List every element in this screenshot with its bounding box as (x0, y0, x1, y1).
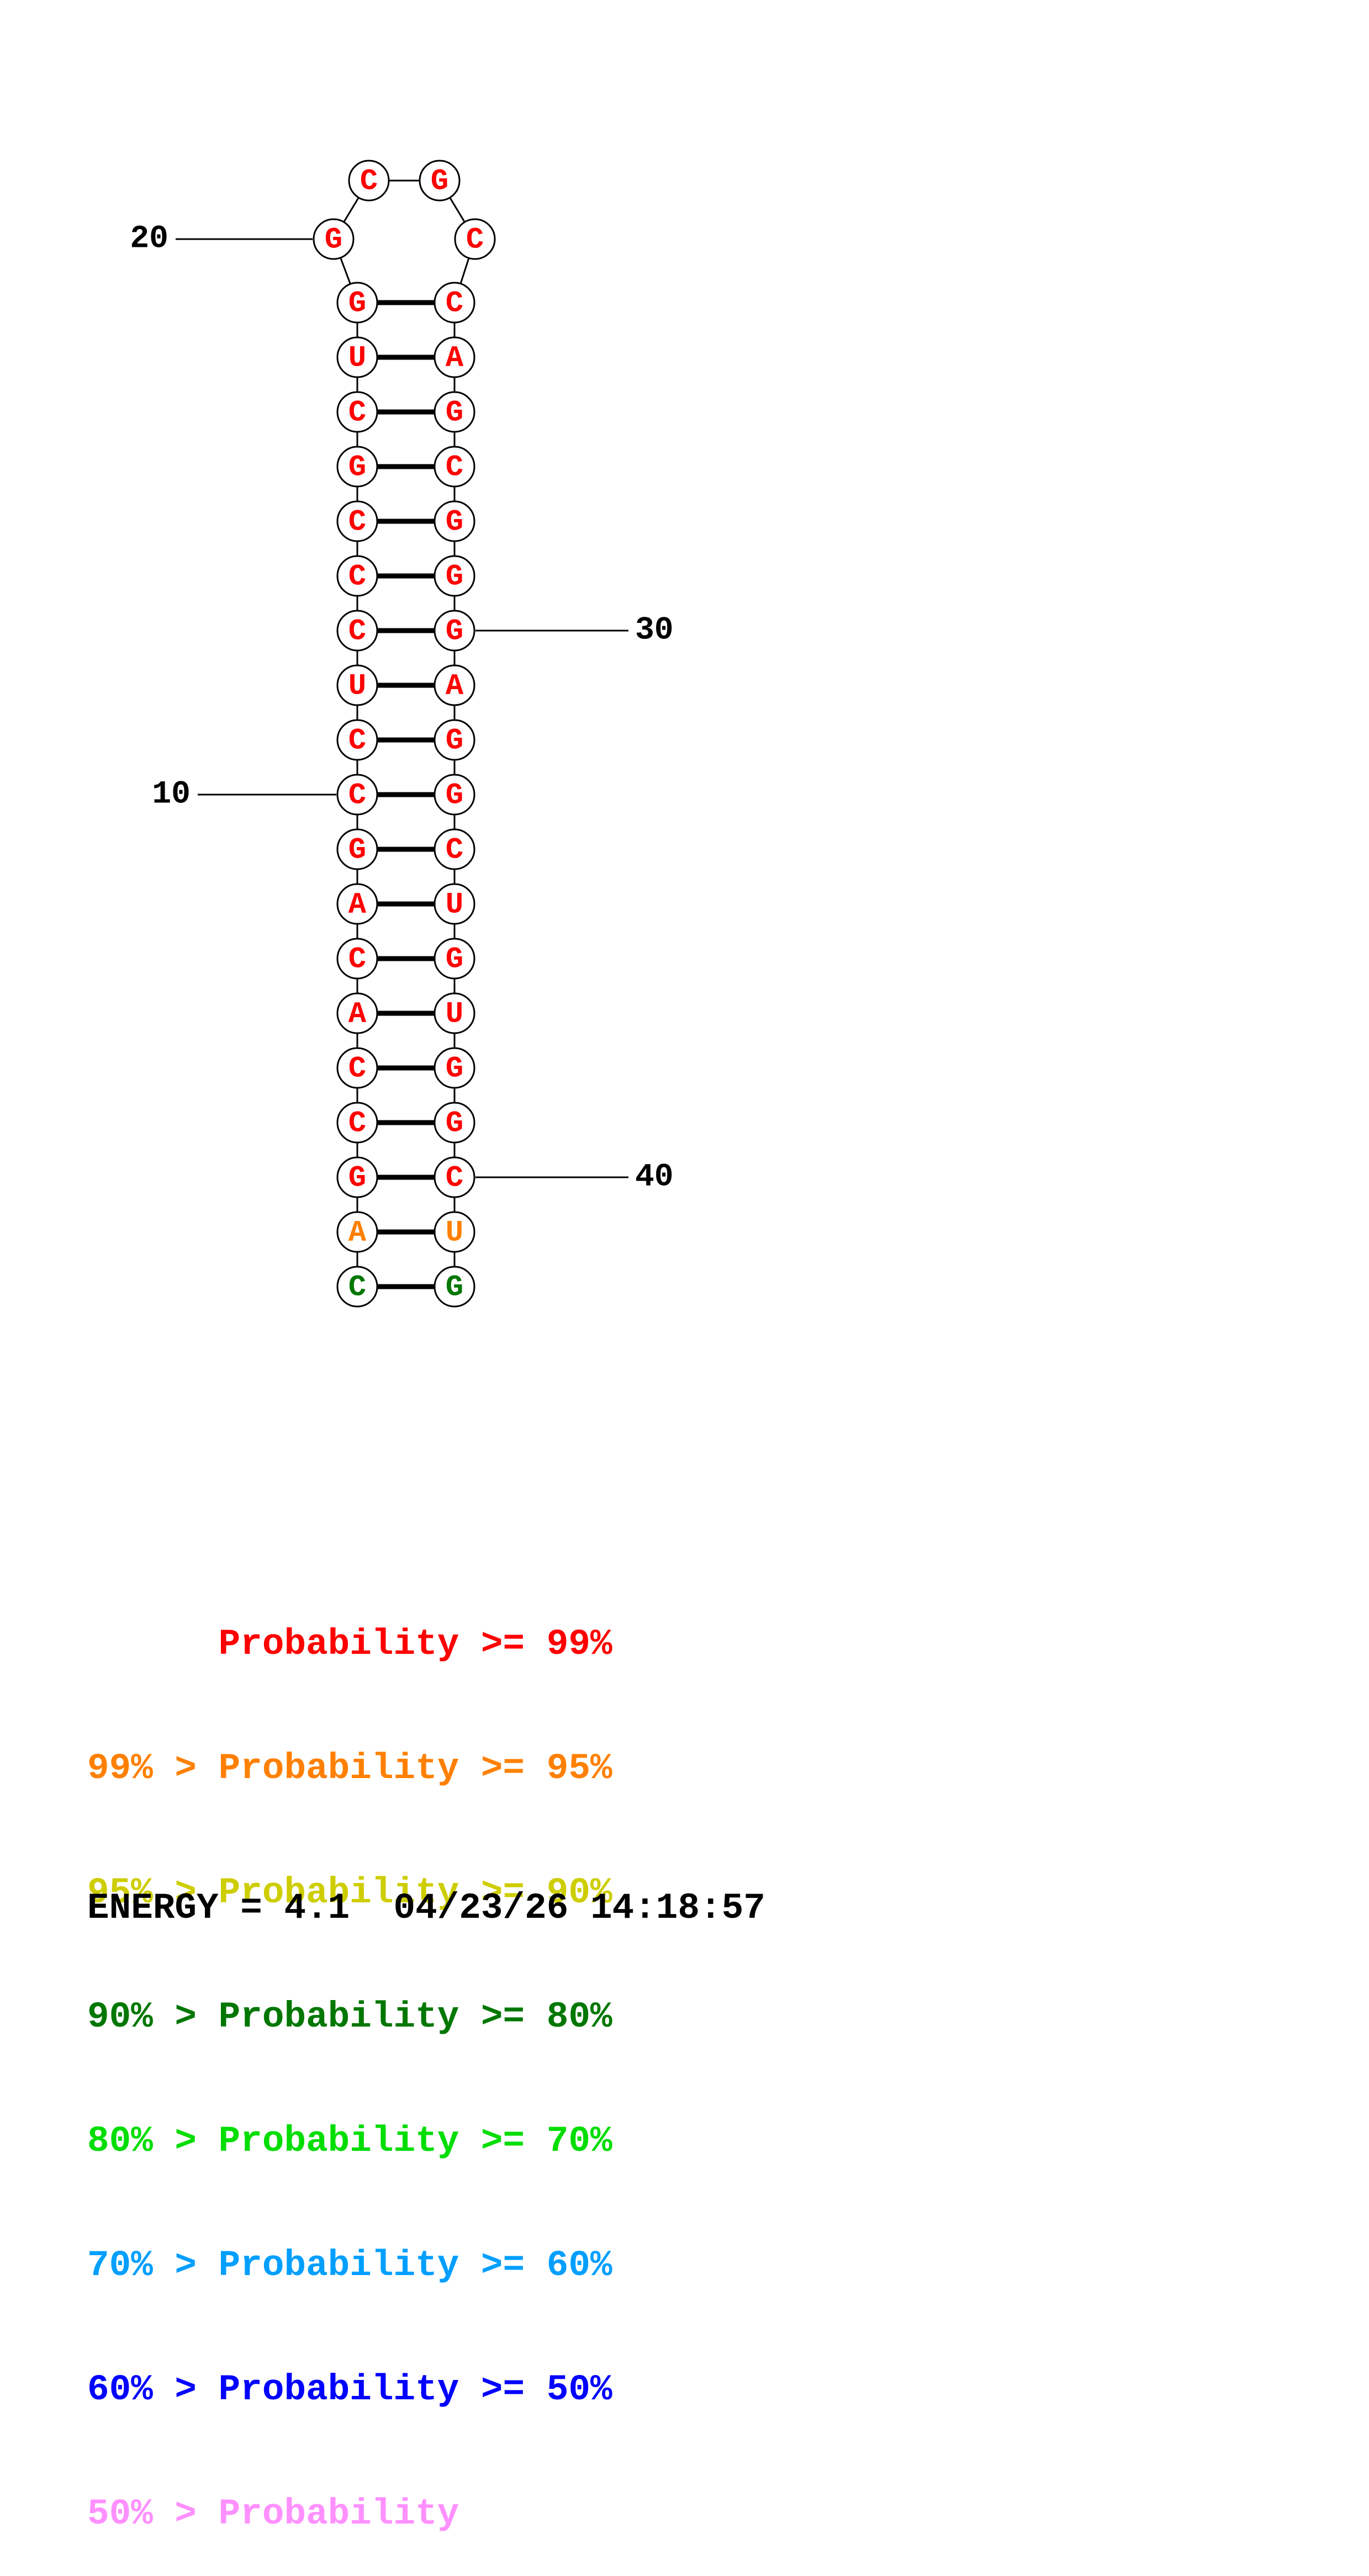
nucleotide-base: G (446, 615, 463, 649)
legend-line-99: Probability >= 99% (87, 1623, 612, 1665)
legend-line-50: 60% > Probability >= 50% (87, 2369, 612, 2410)
nucleotide-base: C (446, 1162, 463, 1196)
nucleotide-base: U (446, 888, 463, 922)
nucleotide-base: G (348, 451, 366, 485)
nucleotide-base: C (360, 165, 378, 199)
nucleotide-base: G (446, 779, 463, 813)
nucleotide-circle (434, 336, 475, 378)
nucleotide-circle (434, 828, 475, 870)
nucleotide-base: A (446, 342, 464, 375)
nucleotide-circle (336, 555, 378, 597)
nucleotide-circle (434, 555, 475, 597)
nucleotide-circle (434, 1211, 475, 1253)
nucleotide-circle (434, 282, 475, 324)
nucleotide-base: G (446, 1052, 463, 1086)
nucleotide-circle (434, 883, 475, 925)
nucleotide-circle (434, 1102, 475, 1144)
nucleotide-base: C (446, 834, 463, 868)
nucleotide-base: C (348, 560, 366, 594)
nucleotide-circle (336, 883, 378, 925)
position-label: 20 (130, 221, 168, 257)
nucleotide-circle (336, 1156, 378, 1198)
nucleotide-base: C (466, 224, 484, 257)
nucleotide-circle (434, 610, 475, 652)
nucleotide-base: C (446, 287, 463, 321)
nucleotide-circle (336, 719, 378, 761)
probability-legend: Probability >= 99% 99% > Probability >= … (87, 1541, 612, 2576)
position-label: 30 (635, 613, 674, 649)
nucleotide-base: U (348, 342, 366, 375)
nucleotide-circle (434, 719, 475, 761)
legend-line-95: 99% > Probability >= 95% (87, 1748, 612, 1789)
nucleotide-base: C (348, 1271, 366, 1305)
nucleotide-circle (434, 938, 475, 980)
legend-line-70: 80% > Probability >= 70% (87, 2120, 612, 2162)
nucleotide-circle (419, 160, 461, 202)
nucleotide-circle (336, 664, 378, 706)
nucleotide-circle (434, 664, 475, 706)
nucleotide-base: G (348, 1162, 366, 1196)
nucleotide-base: C (348, 615, 366, 649)
nucleotide-base: C (348, 724, 366, 758)
nucleotide-circle (434, 1047, 475, 1089)
nucleotide-circle (336, 446, 378, 488)
nucleotide-circle (336, 1102, 378, 1144)
nucleotide-base: C (446, 451, 463, 485)
nucleotide-base: U (348, 670, 366, 703)
nucleotide-circle (336, 500, 378, 542)
nucleotide-base: G (446, 1271, 463, 1305)
nucleotide-circle (336, 774, 378, 816)
nucleotide-base: A (348, 998, 367, 1032)
legend-line-90: 95% > Probability >= 90% (87, 1872, 612, 1913)
nucleotide-circle (434, 500, 475, 542)
rna-structure-diagram: 20103040GUCGCCCUCCGACACCGACCAGCGGGAGGCUG… (130, 160, 674, 1308)
nucleotide-circle (336, 828, 378, 870)
nucleotide-base: A (348, 1216, 367, 1250)
energy-line: ENERGY = 4.1 04/23/26 14:18:57 (87, 1887, 765, 1929)
nucleotide-base: G (446, 1107, 463, 1141)
position-label: 40 (635, 1160, 674, 1196)
nucleotide-circle (434, 1266, 475, 1308)
nucleotide-base: G (446, 506, 463, 539)
nucleotide-circle (434, 446, 475, 488)
position-label: 10 (152, 777, 191, 813)
legend-line-80: 90% > Probability >= 80% (87, 1996, 612, 2038)
nucleotide-circle (336, 391, 378, 433)
nucleotide-circle (434, 774, 475, 816)
nucleotide-base: A (348, 888, 367, 922)
nucleotide-base: G (446, 560, 463, 594)
nucleotide-circle (336, 336, 378, 378)
nucleotide-circle (434, 391, 475, 433)
nucleotide-circle (336, 938, 378, 980)
legend-line-below-50: 50% > Probability (87, 2493, 459, 2535)
legend-line-60: 70% > Probability >= 60% (87, 2245, 612, 2286)
nucleotide-base: G (348, 834, 366, 868)
nucleotide-base: C (348, 779, 366, 813)
nucleotide-circle (336, 992, 378, 1034)
nucleotide-base: A (446, 670, 464, 703)
nucleotide-base: U (446, 998, 463, 1032)
nucleotide-base: G (446, 396, 463, 430)
nucleotide-base: C (348, 506, 366, 539)
nucleotide-circle (336, 1211, 378, 1253)
nucleotide-circle (434, 1156, 475, 1198)
nucleotide-base: G (446, 724, 463, 758)
nucleotide-circle (336, 1047, 378, 1089)
nucleotide-circle (348, 160, 390, 202)
nucleotide-base: U (446, 1216, 463, 1250)
nucleotide-circle (313, 218, 355, 260)
nucleotide-circle (336, 282, 378, 324)
nucleotide-circle (434, 992, 475, 1034)
nucleotide-base: G (446, 943, 463, 977)
nucleotide-base: C (348, 396, 366, 430)
nucleotide-circle (336, 610, 378, 652)
nucleotide-base: C (348, 1107, 366, 1141)
nucleotide-base: C (348, 1052, 366, 1086)
nucleotide-base: C (348, 943, 366, 977)
nucleotide-base: G (348, 287, 366, 321)
nucleotide-base: G (325, 224, 342, 257)
nucleotide-circle (336, 1266, 378, 1308)
nucleotide-circle (454, 218, 496, 260)
nucleotide-base: G (431, 165, 448, 199)
